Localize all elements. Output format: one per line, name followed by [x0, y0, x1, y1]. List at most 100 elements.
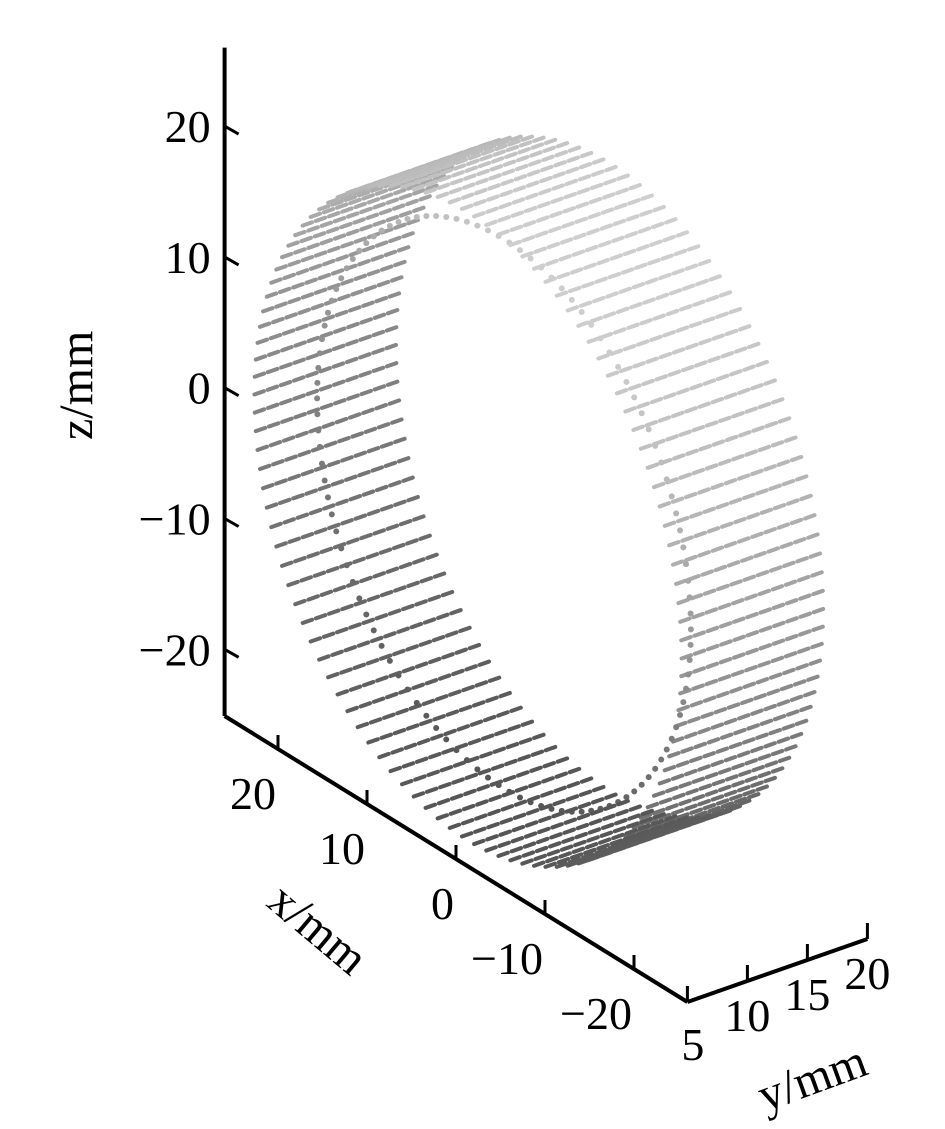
point-cloud-rung [586, 289, 735, 344]
point-cloud-point [631, 394, 638, 401]
point-cloud-rung [554, 243, 703, 298]
point-cloud-rung [631, 774, 780, 830]
point-cloud-rung [638, 765, 787, 820]
point-cloud-rung [293, 551, 442, 607]
y-tick-label: 10 [724, 990, 770, 1041]
z-tick [223, 124, 240, 136]
point-cloud-rung [459, 156, 608, 211]
point-cloud-point [343, 265, 350, 272]
point-cloud-rung [667, 492, 816, 548]
point-cloud-rung [257, 416, 406, 472]
point-cloud-rung [388, 133, 537, 189]
point-cloud-rung [676, 657, 825, 713]
point-cloud-point [333, 286, 340, 293]
point-cloud-rung [411, 136, 560, 192]
point-cloud-rung [645, 415, 794, 470]
point-cloud-rung [345, 658, 494, 714]
point-cloud-rung [554, 814, 703, 869]
point-cloud-point [680, 699, 687, 706]
point-cloud-point [343, 562, 350, 569]
point-cloud-rung [679, 623, 828, 679]
point-cloud-rung [447, 150, 596, 205]
point-cloud-point [321, 477, 328, 484]
point-cloud-point [474, 222, 481, 229]
point-cloud-point [321, 322, 328, 329]
point-cloud-rung [623, 783, 772, 839]
point-cloud-point [363, 240, 370, 247]
point-cloud-point [588, 321, 595, 328]
point-cloud-point [663, 476, 670, 483]
point-cloud-point [686, 656, 693, 663]
point-cloud-rung [679, 587, 828, 643]
point-cloud-rung [293, 182, 442, 238]
z-tick [223, 517, 240, 528]
point-cloud-point [638, 781, 645, 788]
point-cloud-rung [335, 642, 484, 697]
point-cloud-point [558, 285, 565, 292]
point-cloud-point [623, 378, 630, 385]
point-cloud-point [363, 611, 370, 618]
point-cloud-point [378, 227, 385, 234]
point-cloud-point [324, 494, 331, 501]
point-cloud-point [687, 610, 694, 617]
z-tick [223, 647, 240, 659]
point-cloud-rung [447, 775, 596, 830]
point-cloud-point [315, 427, 322, 434]
point-cloud-point [658, 459, 665, 466]
point-cloud-point [404, 216, 411, 223]
point-cloud-point [485, 227, 492, 234]
point-cloud-rung [605, 323, 754, 378]
point-cloud-point [668, 735, 675, 742]
x-tick-label: −20 [560, 988, 632, 1039]
point-cloud-point [370, 233, 377, 240]
point-cloud-point [338, 545, 345, 552]
point-cloud-point [378, 642, 385, 649]
point-cloud-rung [300, 173, 449, 228]
point-cloud-rung [484, 798, 633, 853]
point-cloud-rung [252, 342, 401, 397]
point-cloud-point [685, 671, 692, 678]
y-tick-label: 5 [681, 1019, 704, 1070]
point-cloud-rung [614, 340, 763, 396]
point-cloud-rung [269, 230, 418, 285]
point-cloud-rung [484, 172, 633, 228]
point-cloud-point [645, 774, 652, 781]
point-cloud-rung [678, 641, 827, 696]
point-cloud-rung [317, 607, 466, 662]
point-cloud-rung [261, 258, 410, 314]
point-cloud-point [623, 794, 630, 801]
point-cloud-rung [264, 244, 413, 299]
point-cloud-rung [623, 359, 772, 414]
point-cloud-point [673, 724, 680, 731]
point-cloud-rung [678, 569, 827, 624]
point-cloud-point [349, 255, 356, 262]
point-cloud-point [687, 641, 694, 648]
point-cloud-point [314, 411, 321, 418]
point-cloud-rung [576, 273, 725, 328]
point-cloud-point [474, 766, 481, 773]
point-cloud-point [370, 627, 377, 634]
z-tick-label: 20 [165, 101, 211, 152]
point-cloud-rung [645, 754, 794, 810]
point-cloud-rung [274, 217, 423, 272]
point-cloud-rung [670, 689, 819, 744]
point-cloud-point [683, 685, 690, 692]
point-cloud-rung [459, 784, 608, 839]
point-cloud-point [645, 426, 652, 433]
point-cloud-point [615, 363, 622, 370]
point-cloud-point [668, 493, 675, 500]
point-cloud-rung [532, 216, 681, 271]
point-cloud-rung [423, 140, 572, 195]
point-cloud-point [578, 808, 585, 815]
point-cloud-rung [326, 624, 475, 680]
point-cloud-rung [532, 813, 681, 868]
point-cloud-point [453, 215, 460, 222]
point-cloud-point [673, 510, 680, 517]
point-cloud-rung [253, 307, 402, 362]
point-cloud-rung [274, 494, 423, 549]
point-cloud-rung [520, 811, 669, 866]
point-cloud-point [349, 578, 356, 585]
point-cloud-rung [679, 606, 828, 661]
point-cloud-rung [411, 744, 560, 799]
